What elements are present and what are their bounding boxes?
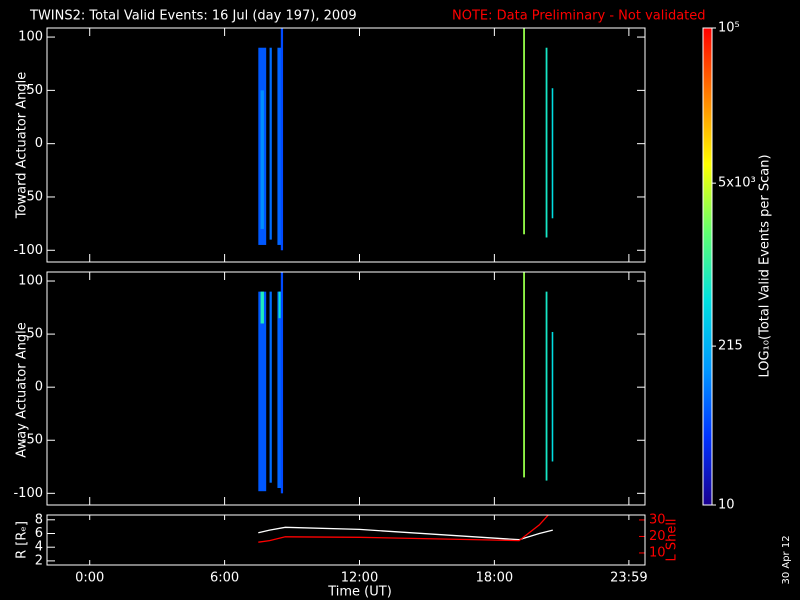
date-stamp: 30 Apr 12 [781, 535, 792, 584]
y-tick-label: -100 [13, 243, 43, 258]
spectrogram-cell [551, 88, 554, 219]
line-series [258, 515, 550, 543]
x-axis-label: Time (UT) [327, 585, 392, 600]
y-tick-label: 0 [35, 380, 43, 395]
spectrogram-cell [258, 291, 267, 492]
y2-tick-label: 30 [649, 512, 666, 527]
colorbar-tick-label: 10 [718, 498, 735, 513]
colorbar-frame [702, 27, 713, 506]
panel-frame [46, 271, 646, 506]
colorbar-tick-label: 10⁵ [718, 21, 740, 36]
panel-frame [46, 514, 646, 566]
y-tick-label: 0 [35, 136, 43, 151]
x-tick-label: 6:00 [210, 571, 239, 586]
plot-area [258, 515, 553, 543]
y-tick-label: 100 [18, 274, 43, 289]
spectrogram-cell [523, 272, 525, 478]
y-tick-label: 4 [35, 540, 43, 555]
spectrogram-cell [551, 331, 554, 462]
spectrogram-cell [277, 47, 282, 245]
y-tick-label: -50 [22, 433, 43, 448]
plot-area [258, 272, 554, 494]
colorbar [703, 28, 712, 505]
spectrogram-cell [269, 47, 272, 240]
chart-title: TWINS2: Total Valid Events: 16 Jul (day … [29, 9, 357, 24]
y-tick-label: 8 [35, 512, 43, 527]
y2-axis-label: L Shell [665, 518, 680, 561]
y-tick-label: 2 [35, 553, 43, 568]
x-tick-label: 0:00 [75, 571, 104, 586]
x-tick-label: 18:00 [476, 571, 513, 586]
spectrogram-cell [260, 291, 264, 324]
panel-frame [46, 27, 646, 263]
y-tick-label: -100 [13, 486, 43, 501]
y-tick-label: 6 [35, 526, 43, 541]
spectrogram-cell [545, 291, 548, 481]
colorbar-tick-label: 215 [718, 339, 743, 354]
spectrogram-cell [277, 291, 282, 489]
y-axis-label: Away Actuator Angle [15, 322, 30, 457]
x-tick-label: 12:00 [341, 571, 378, 586]
note: NOTE: Data Preliminary - Not validated [452, 9, 706, 24]
spectrogram-cell [280, 28, 284, 251]
spectrogram-cell [269, 291, 272, 483]
y2-tick-label: 10 [649, 545, 666, 560]
spectrogram-cell [278, 291, 281, 319]
spectrogram-cell [280, 272, 284, 494]
plot-area [258, 28, 554, 251]
y-tick-label: 100 [18, 30, 43, 45]
line-series [258, 526, 553, 541]
colorbar-tick-label: 5x10³ [718, 176, 756, 191]
y2-tick-label: 20 [649, 529, 666, 544]
y-tick-label: 50 [26, 327, 43, 342]
y-axis-label: R [Rₑ] [15, 521, 30, 559]
y-axis-label: Toward Actuator Angle [15, 72, 30, 219]
spectrogram-cell [545, 47, 548, 238]
spectrogram-cell [260, 90, 264, 229]
spectrogram-cell [523, 28, 525, 235]
y-tick-label: -50 [22, 189, 43, 204]
colorbar-label: LOG₁₀(Total Valid Events per Scan) [758, 154, 773, 377]
y-tick-label: 50 [26, 83, 43, 98]
x-tick-label: 23:59 [610, 571, 647, 586]
